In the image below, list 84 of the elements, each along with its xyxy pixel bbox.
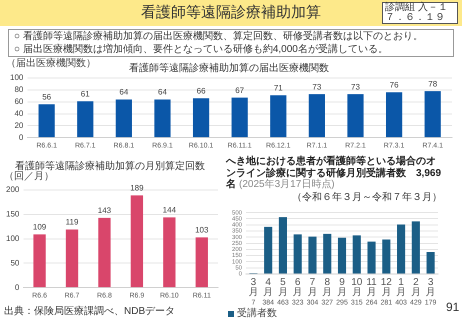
data-label: 73 xyxy=(312,82,322,92)
x-tick-label: 2月 xyxy=(410,276,421,298)
data-label: 64 xyxy=(119,88,129,97)
bar xyxy=(77,101,94,138)
text: 診調組 入－１ xyxy=(385,2,448,13)
y-tick-label: 20 xyxy=(14,120,24,130)
bar xyxy=(98,218,111,288)
x-tick-label: 3月 xyxy=(426,276,436,298)
bar xyxy=(130,195,144,288)
bar xyxy=(397,224,406,274)
x-tick-label: 8月 xyxy=(322,276,332,298)
data-label: 56 xyxy=(42,92,52,102)
bar xyxy=(278,217,287,274)
data-label: 109 xyxy=(32,222,47,232)
bar xyxy=(232,98,248,138)
y-axis-title: （回／月） xyxy=(4,171,54,183)
data-label: 78 xyxy=(428,79,438,88)
x-tick-label: 9月 xyxy=(337,276,348,298)
bar xyxy=(424,91,441,138)
data-label: 64 xyxy=(158,88,168,97)
bar xyxy=(163,217,176,288)
bar xyxy=(308,236,317,274)
bar xyxy=(294,234,302,274)
bar xyxy=(367,242,376,274)
y-tick-label: 0 xyxy=(18,132,24,142)
y-tick-label: 60 xyxy=(14,97,24,106)
bar xyxy=(192,98,210,138)
legend-label: 受講者数 xyxy=(237,306,277,319)
y-tick-label: 40 xyxy=(14,108,24,118)
text: (2025年3月17日時点) xyxy=(239,179,335,190)
y-tick-label: 100 xyxy=(10,73,24,82)
bar xyxy=(426,252,435,274)
bar xyxy=(38,104,55,138)
bar xyxy=(412,221,420,274)
x-tick-label: 7月 xyxy=(307,276,318,298)
text: ７．６．１９ xyxy=(385,12,445,23)
data-label: 103 xyxy=(195,226,209,235)
bar xyxy=(154,99,171,138)
y-axis-title: （届出医療機関数） xyxy=(6,58,96,70)
data-label: 61 xyxy=(80,89,90,98)
text: 91 xyxy=(446,300,460,314)
data-label: 143 xyxy=(98,206,112,216)
data-label: 144 xyxy=(162,206,177,215)
bar xyxy=(270,95,286,138)
bar xyxy=(338,238,346,274)
y-tick-label: 100 xyxy=(6,234,20,244)
data-label: 119 xyxy=(66,218,79,227)
bar xyxy=(352,235,361,274)
y-tick-label: 150 xyxy=(6,210,20,219)
chart-title: 看護師等遠隔診療補助加算の届出医療機関数 xyxy=(129,62,329,74)
x-tick-label: 5月 xyxy=(278,276,288,298)
data-label: 71 xyxy=(274,83,284,92)
bar xyxy=(386,92,402,138)
bar xyxy=(323,234,332,274)
bar xyxy=(196,237,208,288)
x-tick-label: 12月 xyxy=(380,276,392,298)
chart-title: 看護師等遠隔診療補助加算の月別算定回数 xyxy=(15,160,205,172)
bar xyxy=(347,94,364,138)
bar xyxy=(264,226,272,274)
x-tick-label: 1月 xyxy=(396,276,406,298)
x-tick-label: 11月 xyxy=(366,276,378,298)
y-tick-label: 50 xyxy=(10,258,20,268)
y-tick-label: 200 xyxy=(6,185,20,194)
data-label: 76 xyxy=(390,80,400,90)
data-label: 67 xyxy=(235,86,245,95)
data-label: 73 xyxy=(351,82,360,92)
bar xyxy=(382,239,390,274)
bar xyxy=(33,234,46,288)
x-tick-label: 3月 xyxy=(248,276,258,298)
y-tick-label: 0 xyxy=(14,282,20,292)
x-tick-label: 10月 xyxy=(351,276,363,298)
data-label: 189 xyxy=(130,184,144,193)
x-tick-label: 6月 xyxy=(292,276,303,298)
bar xyxy=(308,94,325,138)
data-label: 66 xyxy=(196,86,206,96)
x-tick-label: 4月 xyxy=(263,276,274,298)
text: ○ 届出医療機関数は増加傾向、要件となっている研修も約4,000名が受講している。 xyxy=(14,44,388,56)
bar xyxy=(116,99,132,138)
text: ○ 看護師等遠隔診療補助加算の届出医療機関数、算定回数、研修受講者数は以下のとおり。 xyxy=(14,31,423,43)
source-note: 出典：保険局医療課調べ、NDBデータ xyxy=(4,306,176,318)
bar xyxy=(66,230,78,288)
chart-subtitle: （令和６年３月～令和７年３月） xyxy=(292,192,442,204)
y-tick-label: 80 xyxy=(14,85,24,94)
text: 看護師等遠隔診療補助加算 xyxy=(141,4,321,21)
